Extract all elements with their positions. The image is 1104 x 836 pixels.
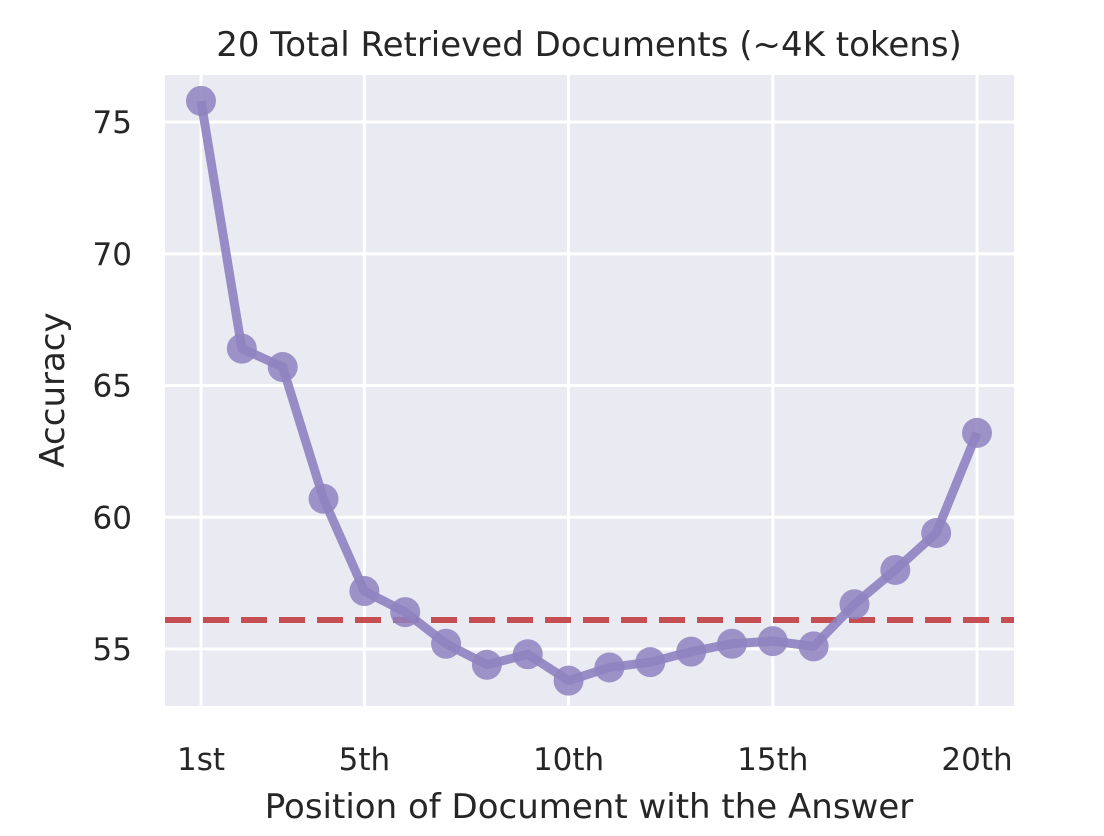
data-point (226, 333, 257, 364)
plot-area (165, 75, 1014, 706)
data-point (308, 483, 339, 514)
data-point (635, 647, 666, 678)
y-tick-label: 55 (93, 632, 132, 668)
data-point (186, 85, 216, 116)
data-point (839, 589, 870, 620)
data-point (471, 649, 502, 680)
data-point (716, 628, 747, 659)
data-point (349, 576, 380, 607)
y-tick-label: 75 (93, 105, 132, 141)
x-tick-label: 15th (737, 742, 808, 778)
data-point (798, 631, 829, 662)
y-tick-label: 60 (93, 500, 132, 536)
data-point (594, 652, 625, 683)
chart-title: 20 Total Retrieved Documents (~4K tokens… (216, 25, 962, 65)
data-point (676, 636, 707, 667)
data-point (921, 518, 952, 549)
x-tick-label: 5th (339, 742, 391, 778)
data-point (962, 417, 992, 448)
x-tick-label: 20th (941, 742, 1012, 778)
y-axis-ticks: 55 60 65 70 75 (93, 105, 132, 668)
data-point (267, 352, 298, 383)
data-point (880, 554, 911, 585)
x-tick-label: 1st (177, 742, 225, 778)
x-tick-label: 10th (533, 742, 604, 778)
y-axis-label: Accuracy (33, 312, 73, 467)
x-axis-ticks: 1st 5th 10th 15th 20th (177, 742, 1013, 778)
data-point (431, 628, 462, 659)
gridlines (165, 75, 1014, 706)
data-point (757, 626, 788, 657)
y-tick-label: 65 (93, 369, 132, 405)
data-series (186, 85, 992, 696)
data-point (512, 639, 543, 670)
y-tick-label: 70 (93, 237, 132, 273)
data-point (553, 665, 584, 696)
data-point (390, 597, 421, 628)
x-axis-label: Position of Document with the Answer (265, 787, 914, 827)
